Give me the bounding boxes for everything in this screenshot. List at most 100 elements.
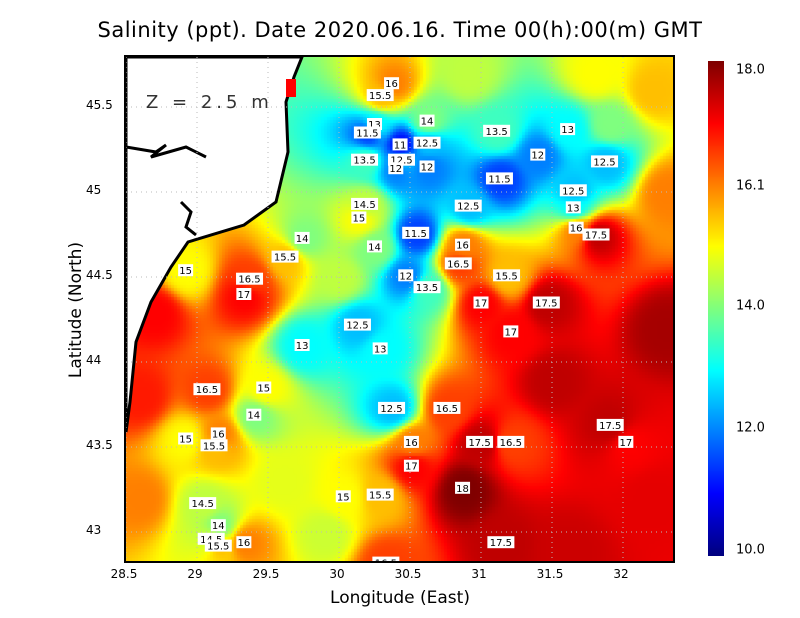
contour-label: 13 (374, 344, 387, 355)
contour-label-box (367, 240, 382, 253)
contour-label-box (419, 114, 435, 127)
contour-label-box (455, 238, 471, 251)
contour-label-box (271, 250, 299, 263)
x-tick-label: 28.5 (110, 567, 138, 581)
contour-label-box (398, 269, 414, 282)
contour-label: 14 (296, 234, 309, 245)
contour-label-box (210, 427, 226, 440)
contour-label-box (444, 257, 472, 270)
contour-label-box (189, 497, 217, 510)
contour-label-box (351, 153, 379, 166)
contour-label-box (413, 281, 441, 294)
contour-label-box (485, 172, 513, 185)
contour-label: 11.5 (488, 174, 510, 185)
contour-label-box (210, 519, 226, 532)
contour-label-box (454, 199, 482, 212)
contour-label: 14 (247, 411, 260, 422)
contour-label: 17 (475, 299, 488, 310)
contour-label: 15 (353, 214, 366, 225)
contour-label: 13.5 (353, 156, 375, 167)
contour-label: 17.5 (490, 538, 512, 549)
contour-label-box (402, 226, 430, 239)
y-tick-label: 44 (86, 353, 102, 367)
contour-label: 13 (368, 120, 381, 131)
contour-label: 13 (567, 203, 580, 214)
contour-label: 16 (570, 224, 583, 235)
contour-label: 17.5 (468, 438, 490, 449)
contour-label: 14 (421, 117, 434, 128)
contour-label: 15.5 (207, 542, 229, 553)
contour-label: 16.5 (436, 404, 458, 415)
contour-label: 17 (237, 290, 250, 301)
contour-label: 15.5 (369, 91, 391, 102)
contour-label: 13.5 (485, 127, 507, 138)
contour-label: 12.5 (346, 321, 368, 332)
contour-label: 17 (405, 462, 418, 473)
contour-label: 16 (405, 438, 418, 449)
contour-label: 16.5 (196, 385, 218, 396)
land (126, 57, 304, 433)
contour-label: 16 (237, 538, 250, 549)
contour-label: 17 (619, 438, 632, 449)
contour-label: 15.5 (495, 271, 517, 282)
contour-label-box (178, 432, 194, 445)
contour-label: 13 (561, 125, 574, 136)
x-tick-label: 29.5 (252, 567, 280, 581)
contour-label-box (503, 325, 519, 338)
contour-label-box (236, 288, 252, 300)
colorbar-tick-label: 10.0 (736, 542, 765, 558)
contour-label-box (493, 269, 521, 282)
contour-label: 12.5 (416, 139, 438, 150)
contour-label: 12.5 (390, 156, 412, 167)
contour-label-box (193, 383, 221, 396)
contour-label-box (413, 136, 441, 149)
y-tick-label: 44.5 (86, 268, 113, 282)
contour-label-box (236, 272, 264, 285)
contour-label: 12.5 (593, 157, 615, 168)
contour-label-box (351, 211, 367, 224)
contour-label: 16.5 (500, 438, 522, 449)
coastline-feature (179, 200, 197, 237)
contour-label-box (582, 228, 610, 241)
contour-label-box (178, 264, 194, 277)
contour-label-box (372, 342, 388, 355)
map-title: Salinity (ppt). Date 2020.06.16. Time 00… (97, 18, 703, 42)
contour-label-box (388, 162, 404, 175)
contour-label: 12 (399, 271, 412, 282)
contour-label-box (372, 556, 400, 561)
contour-label: 14 (212, 521, 225, 532)
contour-label-box (392, 138, 408, 151)
contour-label: 15.5 (203, 441, 225, 452)
colorbar-tick-label: 14.0 (736, 298, 765, 314)
contour-label-box (384, 77, 400, 90)
contour-label-box (473, 296, 489, 309)
contour-label: 17.5 (585, 231, 607, 242)
contour-label: 15.5 (274, 253, 296, 264)
contour-label: 12.5 (457, 202, 479, 213)
contour-label: 17.5 (535, 299, 557, 310)
land-spot (286, 79, 296, 97)
contour-label: 16.5 (447, 259, 469, 270)
contour-label-box (466, 435, 494, 448)
contour-label: 16 (385, 79, 398, 90)
y-tick-label: 45 (86, 183, 102, 197)
contour-label-box (294, 231, 310, 244)
x-tick-label: 30 (329, 567, 345, 581)
contour-label-box (596, 418, 624, 431)
contour-label: 12 (421, 163, 434, 174)
contour-label-box (559, 184, 587, 197)
contour-label-box (256, 381, 272, 394)
x-tick-label: 31.5 (536, 567, 564, 581)
contour-label: 15 (337, 492, 350, 503)
contour-label-box (497, 435, 525, 448)
contour-label-box (568, 221, 584, 234)
contour-label: 16.5 (375, 559, 397, 563)
contour-label-box (403, 435, 419, 448)
y-axis-label: Latitude (North) (66, 241, 86, 379)
contour-label: 15 (179, 435, 192, 446)
x-axis-label: Longitude (East) (330, 588, 470, 608)
contour-label-box (236, 536, 252, 549)
x-tick-label: 32 (613, 567, 629, 581)
contour-label-box (351, 197, 379, 210)
